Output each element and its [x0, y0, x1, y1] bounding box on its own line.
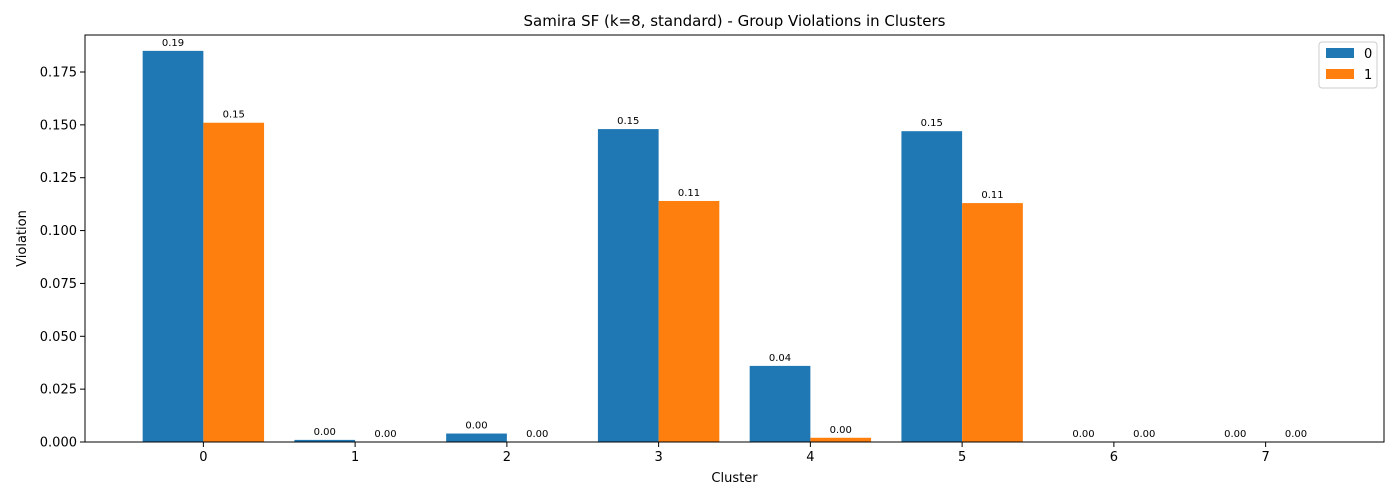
data-label-series-0-cluster-6: 0.00 [1072, 429, 1094, 440]
data-label-series-1-cluster-5: 0.11 [981, 190, 1003, 201]
y-tick-label: 0.000 [40, 436, 77, 451]
bars-group [142, 50, 1023, 443]
data-label-series-0-cluster-2: 0.00 [465, 421, 487, 432]
legend-swatch-0 [1326, 48, 1354, 58]
x-tick-label: 0 [199, 450, 207, 465]
bar-series-0-cluster-2 [446, 433, 507, 442]
chart-title: Samira SF (k=8, standard) - Group Violat… [524, 12, 946, 30]
data-label-series-1-cluster-1: 0.00 [374, 429, 396, 440]
legend: 0 1 [1318, 41, 1378, 89]
bar-series-0-cluster-3 [597, 129, 659, 442]
data-labels-group: 0.19 0.00 0.00 0.15 0.04 0.15 0.00 0.00 0.15 0.00… [162, 38, 1307, 440]
data-label-series-0-cluster-3: 0.15 [617, 116, 639, 127]
y-tick-label: 0.175 [40, 66, 77, 81]
x-tick-label: 7 [1261, 450, 1269, 465]
bar-series-1-cluster-0 [203, 122, 265, 443]
x-tick-label: 4 [806, 450, 814, 465]
x-tick-label: 5 [958, 450, 966, 465]
y-axis: 0.000 0.025 0.050 0.075 0.100 0.125 0.150 0.175 [40, 66, 85, 451]
legend-swatch-1 [1326, 69, 1354, 79]
data-label-series-0-cluster-5: 0.15 [921, 118, 943, 129]
bar-series-0-cluster-4 [749, 365, 811, 442]
y-tick-label: 0.025 [40, 383, 77, 398]
data-label-series-1-cluster-3: 0.11 [678, 188, 700, 199]
x-tick-label: 3 [654, 450, 662, 465]
data-label-series-0-cluster-0: 0.19 [162, 38, 184, 49]
bar-series-1-cluster-5 [962, 203, 1023, 442]
data-label-series-1-cluster-0: 0.15 [223, 110, 245, 121]
bar-series-1-cluster-3 [658, 200, 720, 442]
x-axis-title: Cluster [711, 471, 758, 486]
x-axis: 0 1 2 3 4 5 6 7 [199, 442, 1270, 465]
bar-series-0-cluster-0 [142, 50, 204, 443]
y-tick-label: 0.050 [40, 330, 77, 345]
data-label-series-0-cluster-7: 0.00 [1224, 429, 1246, 440]
plot-frame [84, 34, 1385, 443]
data-label-series-1-cluster-7: 0.00 [1285, 429, 1307, 440]
bar-series-0-cluster-5 [901, 131, 963, 442]
legend-label-0: 0 [1364, 47, 1372, 62]
legend-label-1: 1 [1364, 68, 1372, 83]
y-tick-label: 0.150 [40, 118, 77, 133]
data-label-series-0-cluster-4: 0.04 [769, 353, 791, 364]
data-label-series-1-cluster-4: 0.00 [830, 425, 852, 436]
x-tick-label: 1 [351, 450, 359, 465]
y-tick-label: 0.125 [40, 171, 77, 186]
y-tick-label: 0.075 [40, 277, 77, 292]
bar-series-0-cluster-1 [294, 439, 356, 442]
y-tick-label: 0.100 [40, 224, 77, 239]
data-label-series-1-cluster-6: 0.00 [1133, 429, 1155, 440]
data-label-series-0-cluster-1: 0.00 [314, 427, 336, 438]
data-label-series-1-cluster-2: 0.00 [526, 429, 548, 440]
bar-series-1-cluster-4 [810, 437, 872, 442]
x-tick-label: 2 [503, 450, 511, 465]
y-axis-title: Violation [15, 210, 30, 267]
x-tick-label: 6 [1110, 450, 1118, 465]
